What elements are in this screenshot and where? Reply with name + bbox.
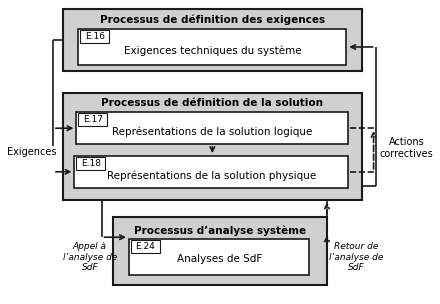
Text: Analyses de SdF: Analyses de SdF <box>176 254 262 264</box>
Bar <box>74 156 348 188</box>
Bar <box>63 9 362 71</box>
Bar <box>78 113 107 126</box>
Text: E.18: E.18 <box>81 159 101 168</box>
Bar <box>76 112 348 144</box>
Text: Appel à
l’analyse de
SdF: Appel à l’analyse de SdF <box>63 242 117 272</box>
Text: Processus de définition des exigences: Processus de définition des exigences <box>100 15 325 26</box>
Text: Processus d’analyse système: Processus d’analyse système <box>134 225 306 236</box>
Text: Processus de définition de la solution: Processus de définition de la solution <box>101 98 323 109</box>
Text: Retour de
l’analyse de
SdF: Retour de l’analyse de SdF <box>329 242 383 272</box>
Text: Représentations de la solution logique: Représentations de la solution logique <box>112 127 312 137</box>
Text: Représentations de la solution physique: Représentations de la solution physique <box>107 171 316 181</box>
Bar <box>131 240 160 253</box>
Bar <box>80 30 110 43</box>
Bar <box>113 217 327 285</box>
Bar <box>78 29 346 65</box>
Text: Exigences: Exigences <box>7 147 56 157</box>
Text: E.24: E.24 <box>136 242 155 251</box>
Bar <box>63 92 362 199</box>
Text: E.17: E.17 <box>83 115 103 124</box>
Text: E.16: E.16 <box>85 32 105 41</box>
Bar <box>76 157 106 170</box>
Text: Actions
correctives: Actions correctives <box>380 137 433 159</box>
Bar <box>129 239 309 275</box>
Text: Exigences techniques du système: Exigences techniques du système <box>124 46 301 56</box>
